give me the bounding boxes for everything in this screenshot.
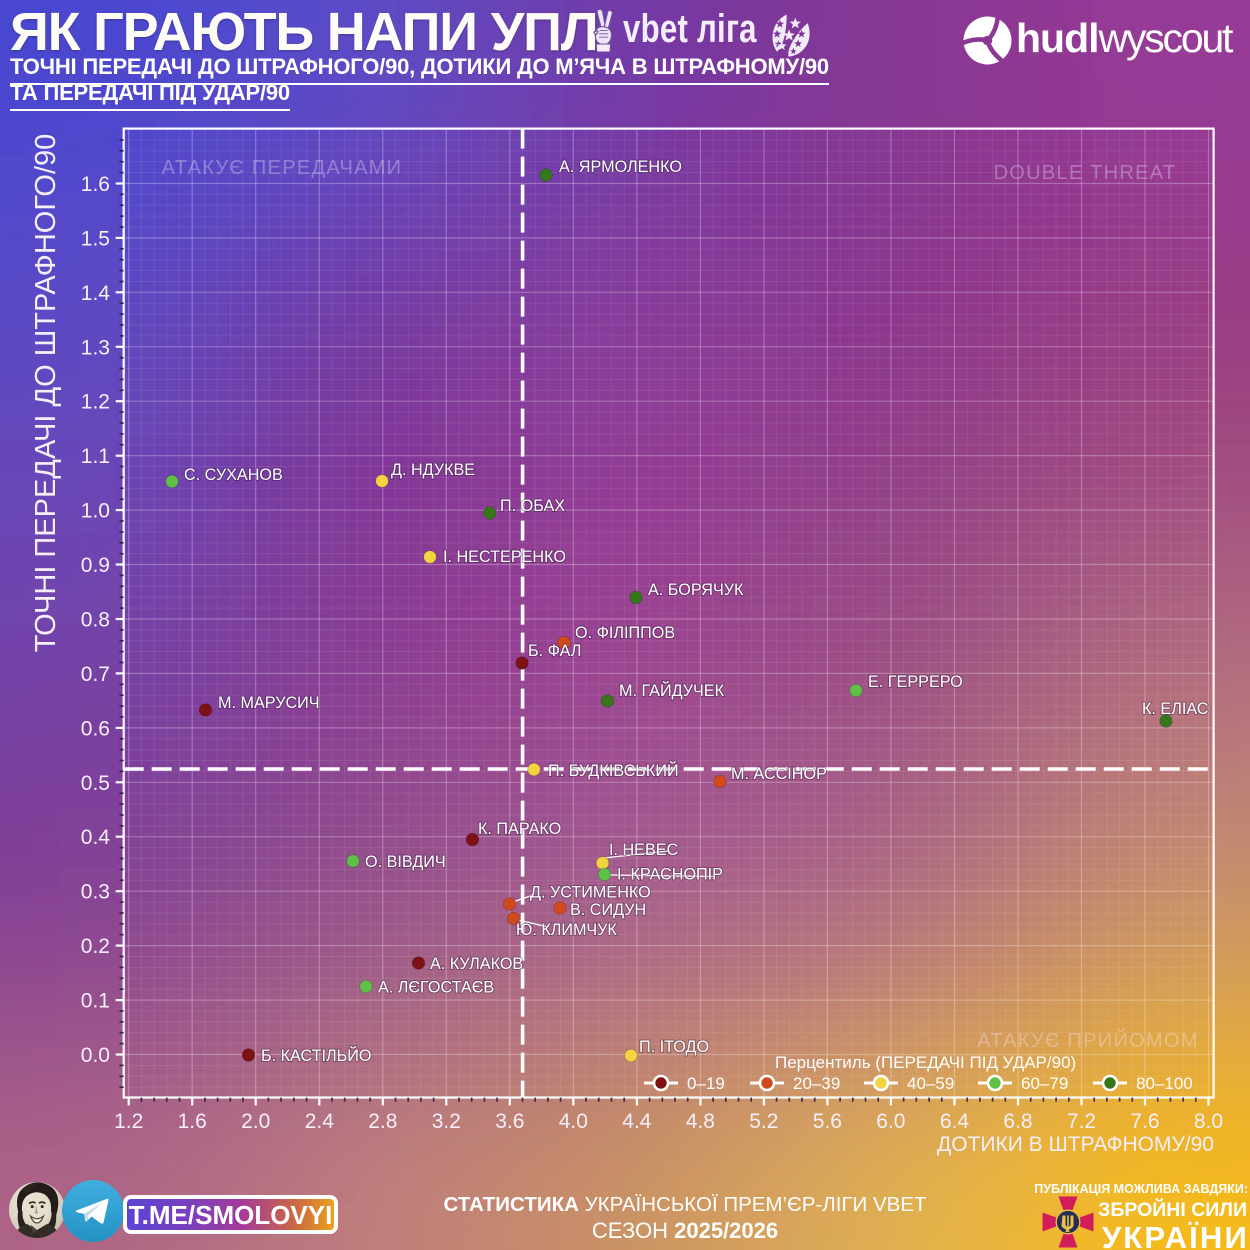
svg-text:1.0: 1.0 xyxy=(81,500,110,523)
svg-text:3.6: 3.6 xyxy=(495,1110,524,1133)
svg-text:1.6: 1.6 xyxy=(178,1110,207,1133)
svg-text:0.6: 0.6 xyxy=(81,717,110,740)
svg-text:В. СИДУН: В. СИДУН xyxy=(570,901,646,919)
svg-text:О. ВІВДИЧ: О. ВІВДИЧ xyxy=(365,853,446,871)
svg-text:К. ЕЛІАС: К. ЕЛІАС xyxy=(1142,700,1209,718)
svg-text:П. БУДКІВСЬКИЙ: П. БУДКІВСЬКИЙ xyxy=(548,761,679,780)
svg-text:60–79: 60–79 xyxy=(1021,1074,1068,1093)
svg-text:20–39: 20–39 xyxy=(793,1074,840,1093)
svg-text:Б. ФАЛ: Б. ФАЛ xyxy=(528,642,581,660)
svg-text:0.1: 0.1 xyxy=(81,990,110,1013)
svg-text:1.1: 1.1 xyxy=(81,445,110,468)
svg-text:1.2: 1.2 xyxy=(81,391,110,414)
svg-text:3.2: 3.2 xyxy=(432,1110,461,1133)
svg-text:5.2: 5.2 xyxy=(749,1110,778,1133)
svg-text:Д. НДУКВЕ: Д. НДУКВЕ xyxy=(391,461,475,479)
svg-text:5.6: 5.6 xyxy=(813,1110,842,1133)
svg-text:М. ГАЙДУЧЕК: М. ГАЙДУЧЕК xyxy=(619,681,725,700)
svg-text:І. НЕСТЕРЕНКО: І. НЕСТЕРЕНКО xyxy=(443,548,566,566)
svg-text:0.2: 0.2 xyxy=(81,935,110,958)
svg-text:А. БОРЯЧУК: А. БОРЯЧУК xyxy=(648,581,744,599)
svg-text:2.8: 2.8 xyxy=(368,1110,397,1133)
svg-text:М. АССІНОР: М. АССІНОР xyxy=(731,765,827,783)
svg-text:0.8: 0.8 xyxy=(81,609,110,632)
svg-text:І. КРАСНОПІР: І. КРАСНОПІР xyxy=(617,866,723,884)
svg-text:Ю. КЛИМЧУК: Ю. КЛИМЧУК xyxy=(516,921,617,939)
svg-text:2.0: 2.0 xyxy=(241,1110,270,1133)
svg-text:1.5: 1.5 xyxy=(81,227,110,250)
svg-text:40–59: 40–59 xyxy=(907,1074,954,1093)
svg-text:П. ІТОДО: П. ІТОДО xyxy=(639,1038,709,1056)
svg-text:С. СУХАНОВ: С. СУХАНОВ xyxy=(184,466,283,484)
svg-text:1.4: 1.4 xyxy=(81,282,111,305)
svg-text:К. ПАРАКО: К. ПАРАКО xyxy=(478,820,561,838)
svg-text:0–19: 0–19 xyxy=(687,1074,725,1093)
svg-text:А. ЯРМОЛЕНКО: А. ЯРМОЛЕНКО xyxy=(559,158,682,176)
svg-text:8.0: 8.0 xyxy=(1194,1110,1223,1133)
svg-text:DOUBLE THREAT: DOUBLE THREAT xyxy=(994,162,1177,184)
svg-text:4.0: 4.0 xyxy=(559,1110,588,1133)
svg-text:4.4: 4.4 xyxy=(622,1110,652,1133)
svg-text:М. МАРУСИЧ: М. МАРУСИЧ xyxy=(218,694,320,712)
svg-text:1.2: 1.2 xyxy=(114,1110,143,1133)
svg-text:П. ОБАХ: П. ОБАХ xyxy=(500,497,565,515)
svg-text:Б. КАСТІЛЬЙО: Б. КАСТІЛЬЙО xyxy=(261,1046,372,1065)
svg-text:7.2: 7.2 xyxy=(1067,1110,1096,1133)
svg-text:6.8: 6.8 xyxy=(1003,1110,1032,1133)
svg-text:А. ЛЄГОСТАЄВ: А. ЛЄГОСТАЄВ xyxy=(378,979,494,997)
svg-text:Д. УСТИМЕНКО: Д. УСТИМЕНКО xyxy=(530,884,651,902)
svg-text:4.8: 4.8 xyxy=(686,1110,715,1133)
svg-text:80–100: 80–100 xyxy=(1136,1074,1193,1093)
svg-text:Перцентиль (ПЕРЕДАЧІ ПІД УДАР/: Перцентиль (ПЕРЕДАЧІ ПІД УДАР/90) xyxy=(775,1053,1076,1072)
svg-text:АТАКУЄ ПРИЙОМОМ: АТАКУЄ ПРИЙОМОМ xyxy=(977,1028,1199,1052)
svg-text:1.6: 1.6 xyxy=(81,173,110,196)
svg-text:ДОТИКИ В ШТРАФНОМУ/90: ДОТИКИ В ШТРАФНОМУ/90 xyxy=(937,1133,1214,1156)
svg-text:0.0: 0.0 xyxy=(81,1044,110,1067)
svg-text:Е. ГЕРРЕРО: Е. ГЕРРЕРО xyxy=(868,673,963,691)
svg-text:6.4: 6.4 xyxy=(940,1110,970,1133)
svg-text:0.3: 0.3 xyxy=(81,881,110,904)
svg-text:0.9: 0.9 xyxy=(81,554,110,577)
svg-text:6.0: 6.0 xyxy=(876,1110,905,1133)
svg-text:І. НЕВЕС: І. НЕВЕС xyxy=(609,841,679,859)
svg-text:А. КУЛАКОВ: А. КУЛАКОВ xyxy=(430,955,523,973)
svg-text:1.3: 1.3 xyxy=(81,336,110,359)
svg-text:7.6: 7.6 xyxy=(1130,1110,1159,1133)
svg-text:2.4: 2.4 xyxy=(305,1110,335,1133)
svg-text:0.4: 0.4 xyxy=(81,826,111,849)
svg-text:АТАКУЄ ПЕРЕДАЧАМИ: АТАКУЄ ПЕРЕДАЧАМИ xyxy=(162,157,403,179)
svg-text:ТОЧНІ ПЕРЕДАЧІ ДО ШТРАФНОГО/90: ТОЧНІ ПЕРЕДАЧІ ДО ШТРАФНОГО/90 xyxy=(30,134,62,653)
svg-text:О. ФІЛІППОВ: О. ФІЛІППОВ xyxy=(575,624,675,642)
svg-text:0.7: 0.7 xyxy=(81,663,110,686)
svg-text:0.5: 0.5 xyxy=(81,772,110,795)
